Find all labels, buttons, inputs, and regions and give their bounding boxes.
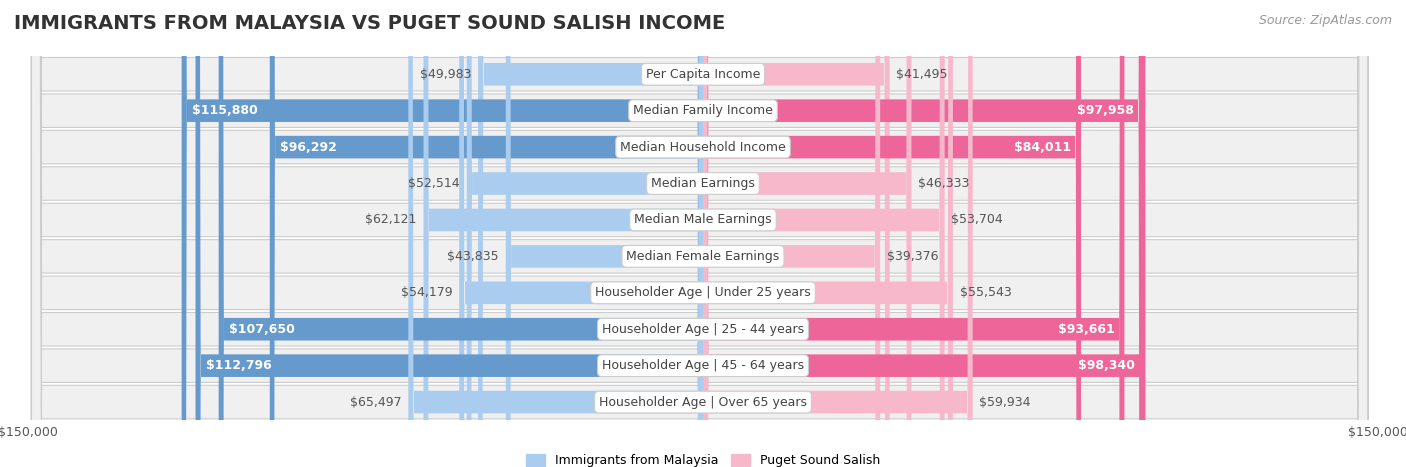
Text: Median Male Earnings: Median Male Earnings [634, 213, 772, 226]
FancyBboxPatch shape [219, 0, 703, 467]
Text: $53,704: $53,704 [952, 213, 1002, 226]
Text: Householder Age | 45 - 64 years: Householder Age | 45 - 64 years [602, 359, 804, 372]
Text: Median Earnings: Median Earnings [651, 177, 755, 190]
Text: $39,376: $39,376 [887, 250, 938, 263]
Text: $112,796: $112,796 [205, 359, 271, 372]
Text: $54,179: $54,179 [401, 286, 453, 299]
Text: Per Capita Income: Per Capita Income [645, 68, 761, 81]
Text: $84,011: $84,011 [1014, 141, 1071, 154]
FancyBboxPatch shape [703, 0, 911, 467]
Text: $97,958: $97,958 [1077, 104, 1133, 117]
Text: $107,650: $107,650 [229, 323, 295, 336]
FancyBboxPatch shape [31, 0, 1368, 467]
FancyBboxPatch shape [31, 0, 1368, 467]
FancyBboxPatch shape [423, 0, 703, 467]
FancyBboxPatch shape [31, 0, 1368, 467]
FancyBboxPatch shape [703, 0, 1125, 467]
FancyBboxPatch shape [31, 0, 1368, 467]
Legend: Immigrants from Malaysia, Puget Sound Salish: Immigrants from Malaysia, Puget Sound Sa… [522, 449, 884, 467]
Text: $46,333: $46,333 [918, 177, 970, 190]
FancyBboxPatch shape [467, 0, 703, 467]
Text: Median Household Income: Median Household Income [620, 141, 786, 154]
Text: Median Female Earnings: Median Female Earnings [627, 250, 779, 263]
Text: Householder Age | Under 25 years: Householder Age | Under 25 years [595, 286, 811, 299]
FancyBboxPatch shape [195, 0, 703, 467]
FancyBboxPatch shape [703, 0, 973, 467]
FancyBboxPatch shape [703, 0, 880, 467]
FancyBboxPatch shape [703, 0, 953, 467]
FancyBboxPatch shape [703, 0, 1143, 467]
FancyBboxPatch shape [506, 0, 703, 467]
FancyBboxPatch shape [703, 0, 890, 467]
Text: IMMIGRANTS FROM MALAYSIA VS PUGET SOUND SALISH INCOME: IMMIGRANTS FROM MALAYSIA VS PUGET SOUND … [14, 14, 725, 33]
Text: $55,543: $55,543 [960, 286, 1011, 299]
FancyBboxPatch shape [31, 0, 1368, 467]
FancyBboxPatch shape [31, 0, 1368, 467]
FancyBboxPatch shape [703, 0, 945, 467]
Text: $59,934: $59,934 [980, 396, 1031, 409]
FancyBboxPatch shape [460, 0, 703, 467]
Text: $65,497: $65,497 [350, 396, 402, 409]
FancyBboxPatch shape [478, 0, 703, 467]
FancyBboxPatch shape [181, 0, 703, 467]
FancyBboxPatch shape [408, 0, 703, 467]
FancyBboxPatch shape [703, 0, 1081, 467]
Text: Householder Age | Over 65 years: Householder Age | Over 65 years [599, 396, 807, 409]
Text: $41,495: $41,495 [897, 68, 948, 81]
Text: $96,292: $96,292 [280, 141, 337, 154]
Text: Householder Age | 25 - 44 years: Householder Age | 25 - 44 years [602, 323, 804, 336]
Text: $93,661: $93,661 [1057, 323, 1115, 336]
Text: Source: ZipAtlas.com: Source: ZipAtlas.com [1258, 14, 1392, 27]
FancyBboxPatch shape [31, 0, 1368, 467]
Text: $43,835: $43,835 [447, 250, 499, 263]
Text: $62,121: $62,121 [366, 213, 416, 226]
FancyBboxPatch shape [31, 0, 1368, 467]
FancyBboxPatch shape [703, 0, 1146, 467]
FancyBboxPatch shape [270, 0, 703, 467]
Text: $52,514: $52,514 [408, 177, 460, 190]
Text: $98,340: $98,340 [1078, 359, 1135, 372]
Text: $49,983: $49,983 [420, 68, 471, 81]
Text: $115,880: $115,880 [191, 104, 257, 117]
FancyBboxPatch shape [31, 0, 1368, 467]
FancyBboxPatch shape [31, 0, 1368, 467]
Text: Median Family Income: Median Family Income [633, 104, 773, 117]
